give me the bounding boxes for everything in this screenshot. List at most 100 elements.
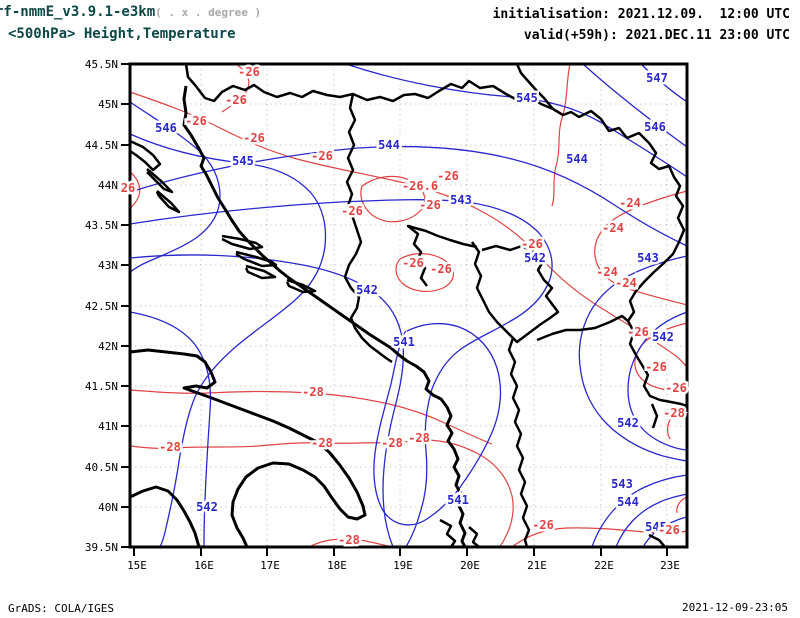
height-contour-label: 541 (447, 493, 469, 507)
temp-contour-label: -26 (665, 381, 687, 395)
height-contour (615, 493, 688, 548)
height-contour-label: 541 (393, 335, 415, 349)
lat-axis-label: 45N (98, 98, 118, 111)
init-time-label: initialisation: 2021.12.09. 12:00 UTC (492, 7, 790, 22)
temp-contour-label: -26 (238, 65, 260, 79)
temp-contour (634, 322, 688, 392)
height-contour-label: 543 (611, 477, 633, 491)
height-contour-label: 542 (196, 500, 218, 514)
coastline (285, 278, 317, 294)
height-contour (129, 199, 553, 548)
temp-contour-label: -24 (596, 265, 618, 279)
lat-axis-label: 44N (98, 179, 118, 192)
height-contour-label: 545 (645, 520, 667, 534)
grads-credit: GrADS: COLA/IGES (8, 602, 114, 615)
temp-contour-label: -26 (225, 93, 247, 107)
coastline (129, 485, 201, 548)
lat-axis-label: 43N (98, 259, 118, 272)
lat-axis-label: 44.5N (85, 139, 118, 152)
temp-contour (594, 190, 688, 306)
lon-axis-label: 21E (527, 559, 547, 572)
height-contour (591, 474, 688, 548)
coastline (468, 526, 480, 548)
lon-axis-label: 23E (660, 559, 680, 572)
coastline (182, 85, 467, 548)
temp-contour-label: -26 (430, 262, 452, 276)
height-contour-label: 544 (378, 138, 400, 152)
coastline (439, 518, 457, 548)
height-contour (640, 63, 688, 103)
temp-contour-label: -26 (437, 169, 459, 183)
temp-contour-label: -28 (302, 385, 324, 399)
coastline (129, 348, 367, 548)
height-contour-label: 547 (646, 71, 668, 85)
lat-axis-label: 40N (98, 501, 118, 514)
temp-contour (395, 253, 454, 293)
temp-contour (511, 527, 688, 548)
coastline (235, 250, 278, 268)
coastline (155, 190, 181, 214)
height-contour-label: 542 (617, 416, 639, 430)
model-title: rf-nmmE_v3.9.1-e3km (0, 4, 156, 20)
height-contour-label: 542 (356, 283, 378, 297)
coastline (343, 93, 393, 364)
lat-axis-label: 39.5N (85, 541, 118, 554)
temp-contour (360, 175, 426, 223)
coastline (470, 241, 531, 548)
lon-axis-label: 15E (127, 559, 147, 572)
temp-contour (308, 538, 393, 548)
temp-contour-label: -26 (402, 256, 424, 270)
coastline (650, 403, 659, 429)
lon-axis-label: 19E (393, 559, 413, 572)
temp-contour-label: -24 (619, 196, 641, 210)
temp-contour (129, 91, 688, 368)
height-contour-label: 544 (617, 495, 639, 509)
temp-contour (667, 403, 688, 440)
height-contour (582, 63, 688, 148)
temp-contour-label: -24 (615, 276, 637, 290)
lat-axis-label: 42.5N (85, 300, 118, 313)
temp-contour-label: -28 (159, 440, 181, 454)
map-frame (128, 62, 689, 549)
height-contour-label: 546 (644, 120, 666, 134)
coastline (184, 63, 686, 322)
height-contour (129, 133, 327, 548)
temp-contour-label: -26 (243, 131, 265, 145)
height-contour (578, 255, 688, 462)
coastline (244, 264, 277, 280)
height-contour-label: 542 (652, 330, 674, 344)
temp-contour-label: 26 (121, 181, 135, 195)
coastline (221, 234, 264, 251)
model-resolution-note: ( . x . degree ) (155, 6, 262, 19)
height-contour (129, 311, 212, 548)
height-contour-label: 545 (516, 91, 538, 105)
temp-contour-label: -26 (532, 518, 554, 532)
coastline (515, 63, 554, 110)
coastline (129, 139, 162, 172)
lat-axis-label: 43.5N (85, 219, 118, 232)
temp-contour (551, 63, 571, 207)
coastline (536, 314, 629, 342)
coastline (146, 168, 174, 194)
height-contour-label: 546 (155, 121, 177, 135)
height-contour (642, 516, 688, 548)
coastline (481, 244, 560, 344)
run-info: initialisation: 2021.12.09. 12:00 UTC val… (493, 4, 790, 46)
height-contour-label: 543 (450, 193, 472, 207)
temp-contour-label: -26 (521, 237, 543, 251)
coastline (406, 224, 478, 287)
temp-contour-label: -24 (602, 221, 624, 235)
temp-contour-label: -26 (658, 523, 680, 537)
temp-contour-label: -28 (408, 431, 430, 445)
lat-axis-label: 41N (98, 420, 118, 433)
height-contour (129, 145, 688, 247)
valid-time-label: valid(+59h): 2021.DEC.11 23:00 UTC (523, 28, 790, 43)
temp-contour-label: -26 (341, 204, 363, 218)
lon-axis-label: 18E (327, 559, 347, 572)
height-contour (129, 101, 221, 273)
temp-contour-label: -26 (185, 114, 207, 128)
height-contour-label: 545 (232, 154, 254, 168)
temp-contour-label: -26 (645, 360, 667, 374)
lon-axis-label: 20E (460, 559, 480, 572)
